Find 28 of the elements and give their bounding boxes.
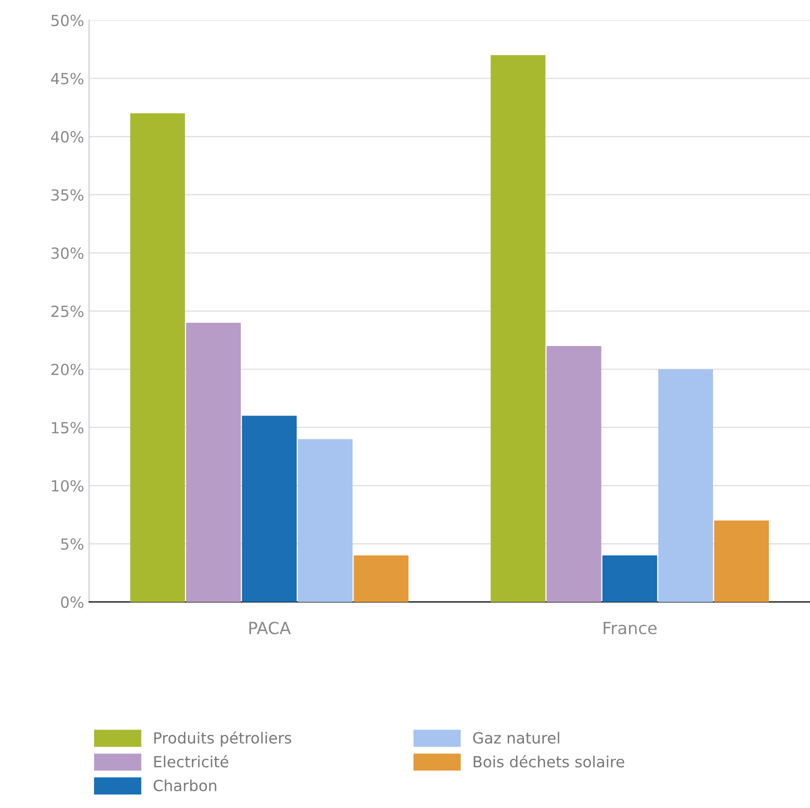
legend-label: Bois déchets solaire xyxy=(474,755,624,768)
bar xyxy=(546,346,602,602)
bar xyxy=(186,322,241,602)
legend-label: Produits pétroliers xyxy=(154,731,292,747)
bar xyxy=(658,369,714,602)
x-tick-label: PACA xyxy=(249,622,291,634)
y-tick-label: 15% xyxy=(52,422,84,434)
y-tick-label: 25% xyxy=(51,306,84,318)
y-tick-label: 35% xyxy=(51,189,84,201)
legend-label: Charbon xyxy=(154,779,216,792)
legend-label: Gaz naturel xyxy=(473,732,560,744)
bar xyxy=(130,113,185,602)
legend-label: Electricité xyxy=(154,755,228,768)
y-tick-label: 5% xyxy=(61,538,84,550)
y-tick-label: 30% xyxy=(51,247,84,259)
y-tick-label: 50% xyxy=(51,14,84,26)
bar xyxy=(354,555,408,602)
bar xyxy=(242,416,297,602)
bar xyxy=(490,55,546,602)
y-tick-label: 20% xyxy=(51,364,84,376)
bar xyxy=(298,439,353,602)
y-tick-label: 45% xyxy=(51,72,84,84)
x-tick-label: France xyxy=(604,622,657,634)
y-tick-label: 10% xyxy=(52,480,84,492)
bar xyxy=(714,520,769,602)
bar xyxy=(602,555,658,602)
y-tick-label: 0% xyxy=(61,596,84,608)
y-tick-label: 40% xyxy=(51,131,84,143)
